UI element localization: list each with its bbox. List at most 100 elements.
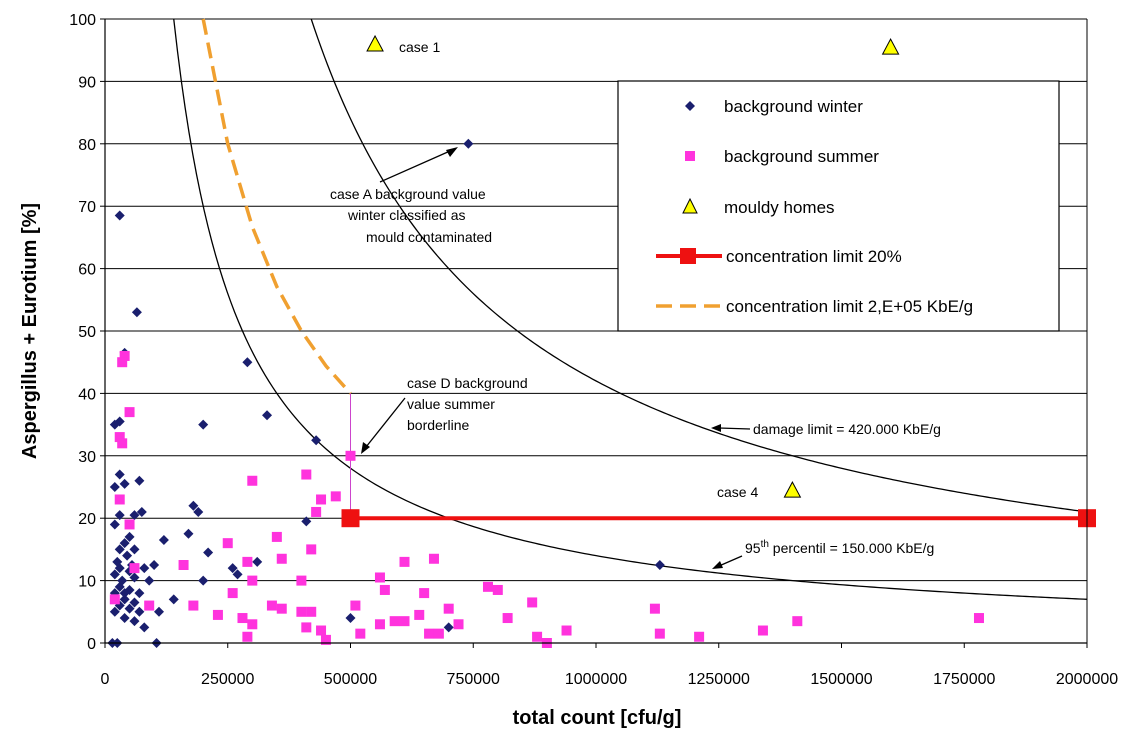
arrow-damage-limit xyxy=(711,424,751,432)
point-background-summer xyxy=(389,616,400,627)
legend-label-mouldy-homes: mouldy homes xyxy=(724,198,835,217)
y-tick-label: 90 xyxy=(78,74,96,91)
arrow-percentile xyxy=(712,555,743,569)
point-background-winter xyxy=(232,569,243,580)
point-background-summer xyxy=(492,584,503,595)
point-background-winter xyxy=(109,419,120,430)
point-background-summer xyxy=(379,584,390,595)
y-tick-label: 30 xyxy=(78,449,96,466)
point-background-summer xyxy=(212,609,223,620)
annotation-damage-limit: damage limit = 420.000 KbE/g xyxy=(753,421,941,437)
point-background-winter xyxy=(168,594,179,605)
point-background-summer xyxy=(296,575,307,586)
point-background-winter xyxy=(443,622,454,633)
point-background-winter xyxy=(114,544,125,555)
annotation-percentile-sup: th xyxy=(761,539,769,550)
legend-marker-red-square xyxy=(680,248,696,264)
point-background-summer xyxy=(311,506,322,517)
point-background-summer xyxy=(114,494,125,505)
point-background-summer xyxy=(649,603,660,614)
y-tick-label: 100 xyxy=(69,12,96,29)
data-points xyxy=(107,18,1096,648)
point-background-summer xyxy=(561,625,572,636)
point-mouldy-homes xyxy=(783,481,802,498)
point-background-summer xyxy=(188,600,199,611)
point-background-winter xyxy=(124,603,135,614)
point-background-winter xyxy=(109,519,120,530)
point-background-summer xyxy=(109,594,120,605)
point-background-summer xyxy=(266,600,277,611)
point-background-winter xyxy=(134,606,145,617)
point-background-summer xyxy=(242,556,253,567)
point-background-summer xyxy=(424,628,435,639)
point-background-summer xyxy=(114,432,125,443)
point-background-winter xyxy=(119,538,130,549)
point-background-winter xyxy=(345,613,356,624)
annotation-percentile-suffix: percentil = 150.000 KbE/g xyxy=(769,540,934,556)
x-tick-label: 1750000 xyxy=(933,671,995,688)
point-background-winter xyxy=(119,478,130,489)
point-background-winter xyxy=(198,575,209,586)
point-background-winter xyxy=(252,556,263,567)
point-background-winter xyxy=(183,528,194,539)
point-background-winter xyxy=(242,357,253,368)
point-background-winter xyxy=(129,616,140,627)
y-tick-label: 70 xyxy=(78,199,96,216)
point-background-summer xyxy=(237,613,248,624)
point-background-summer xyxy=(119,350,130,361)
y-tick-label: 50 xyxy=(78,324,96,341)
x-tick-label: 250000 xyxy=(201,671,254,688)
legend-label-background-summer: background summer xyxy=(724,147,879,166)
point-background-summer xyxy=(129,563,140,574)
legend-marker-triangle xyxy=(682,197,698,214)
point-background-winter xyxy=(129,572,140,583)
point-background-winter xyxy=(129,544,140,555)
point-background-summer xyxy=(419,588,430,599)
legend-label-concentration-limit-kbe: concentration limit 2,E+05 KbE/g xyxy=(726,297,973,316)
point-background-winter xyxy=(463,138,474,149)
point-background-summer xyxy=(502,613,513,624)
annotation-case-a-line1: case A background value xyxy=(330,186,486,202)
annotation-case-a-line3: mould contaminated xyxy=(366,229,492,245)
point-background-winter xyxy=(124,531,135,542)
point-background-winter xyxy=(131,307,142,318)
legend-item-concentration-limit-20: concentration limit 20% xyxy=(656,247,902,266)
annotation-percentile: 95th percentil = 150.000 KbE/g xyxy=(745,539,934,556)
point-background-winter xyxy=(203,547,214,558)
point-background-winter xyxy=(134,475,145,486)
point-background-summer xyxy=(144,600,155,611)
point-background-summer xyxy=(428,553,439,564)
point-background-summer xyxy=(350,600,361,611)
point-background-winter xyxy=(136,506,147,517)
point-background-summer xyxy=(306,606,317,617)
point-background-summer xyxy=(355,628,366,639)
point-background-winter xyxy=(134,588,145,599)
point-background-summer xyxy=(374,572,385,583)
point-background-winter xyxy=(654,560,665,570)
curve-damage-limit xyxy=(310,18,1088,513)
point-background-summer xyxy=(399,556,410,567)
point-background-winter xyxy=(119,588,130,599)
point-background-winter xyxy=(188,500,199,511)
point-background-winter xyxy=(109,569,120,580)
point-background-winter xyxy=(154,606,165,617)
point-background-winter xyxy=(158,535,169,546)
point-background-winter xyxy=(119,613,130,624)
point-background-summer xyxy=(345,450,356,461)
y-tick-label: 40 xyxy=(78,386,96,403)
annotation-case-d-line2: value summer xyxy=(407,396,495,412)
point-background-summer xyxy=(527,597,538,608)
point-background-summer xyxy=(532,631,543,642)
legend-marker-diamond xyxy=(685,101,695,111)
point-background-summer xyxy=(271,531,282,542)
legend-item-mouldy-homes: mouldy homes xyxy=(682,197,835,217)
point-background-summer xyxy=(276,603,287,614)
point-background-summer xyxy=(433,628,444,639)
annotation-case-1: case 1 xyxy=(399,39,440,55)
point-background-summer xyxy=(482,581,493,592)
point-background-summer xyxy=(316,494,327,505)
tick-labels: 0 10 20 30 40 50 60 70 80 90 100 0 250000 500000 75000… xyxy=(69,12,1118,688)
x-tick-label: 0 xyxy=(101,671,110,688)
x-tick-label: 500000 xyxy=(324,671,377,688)
